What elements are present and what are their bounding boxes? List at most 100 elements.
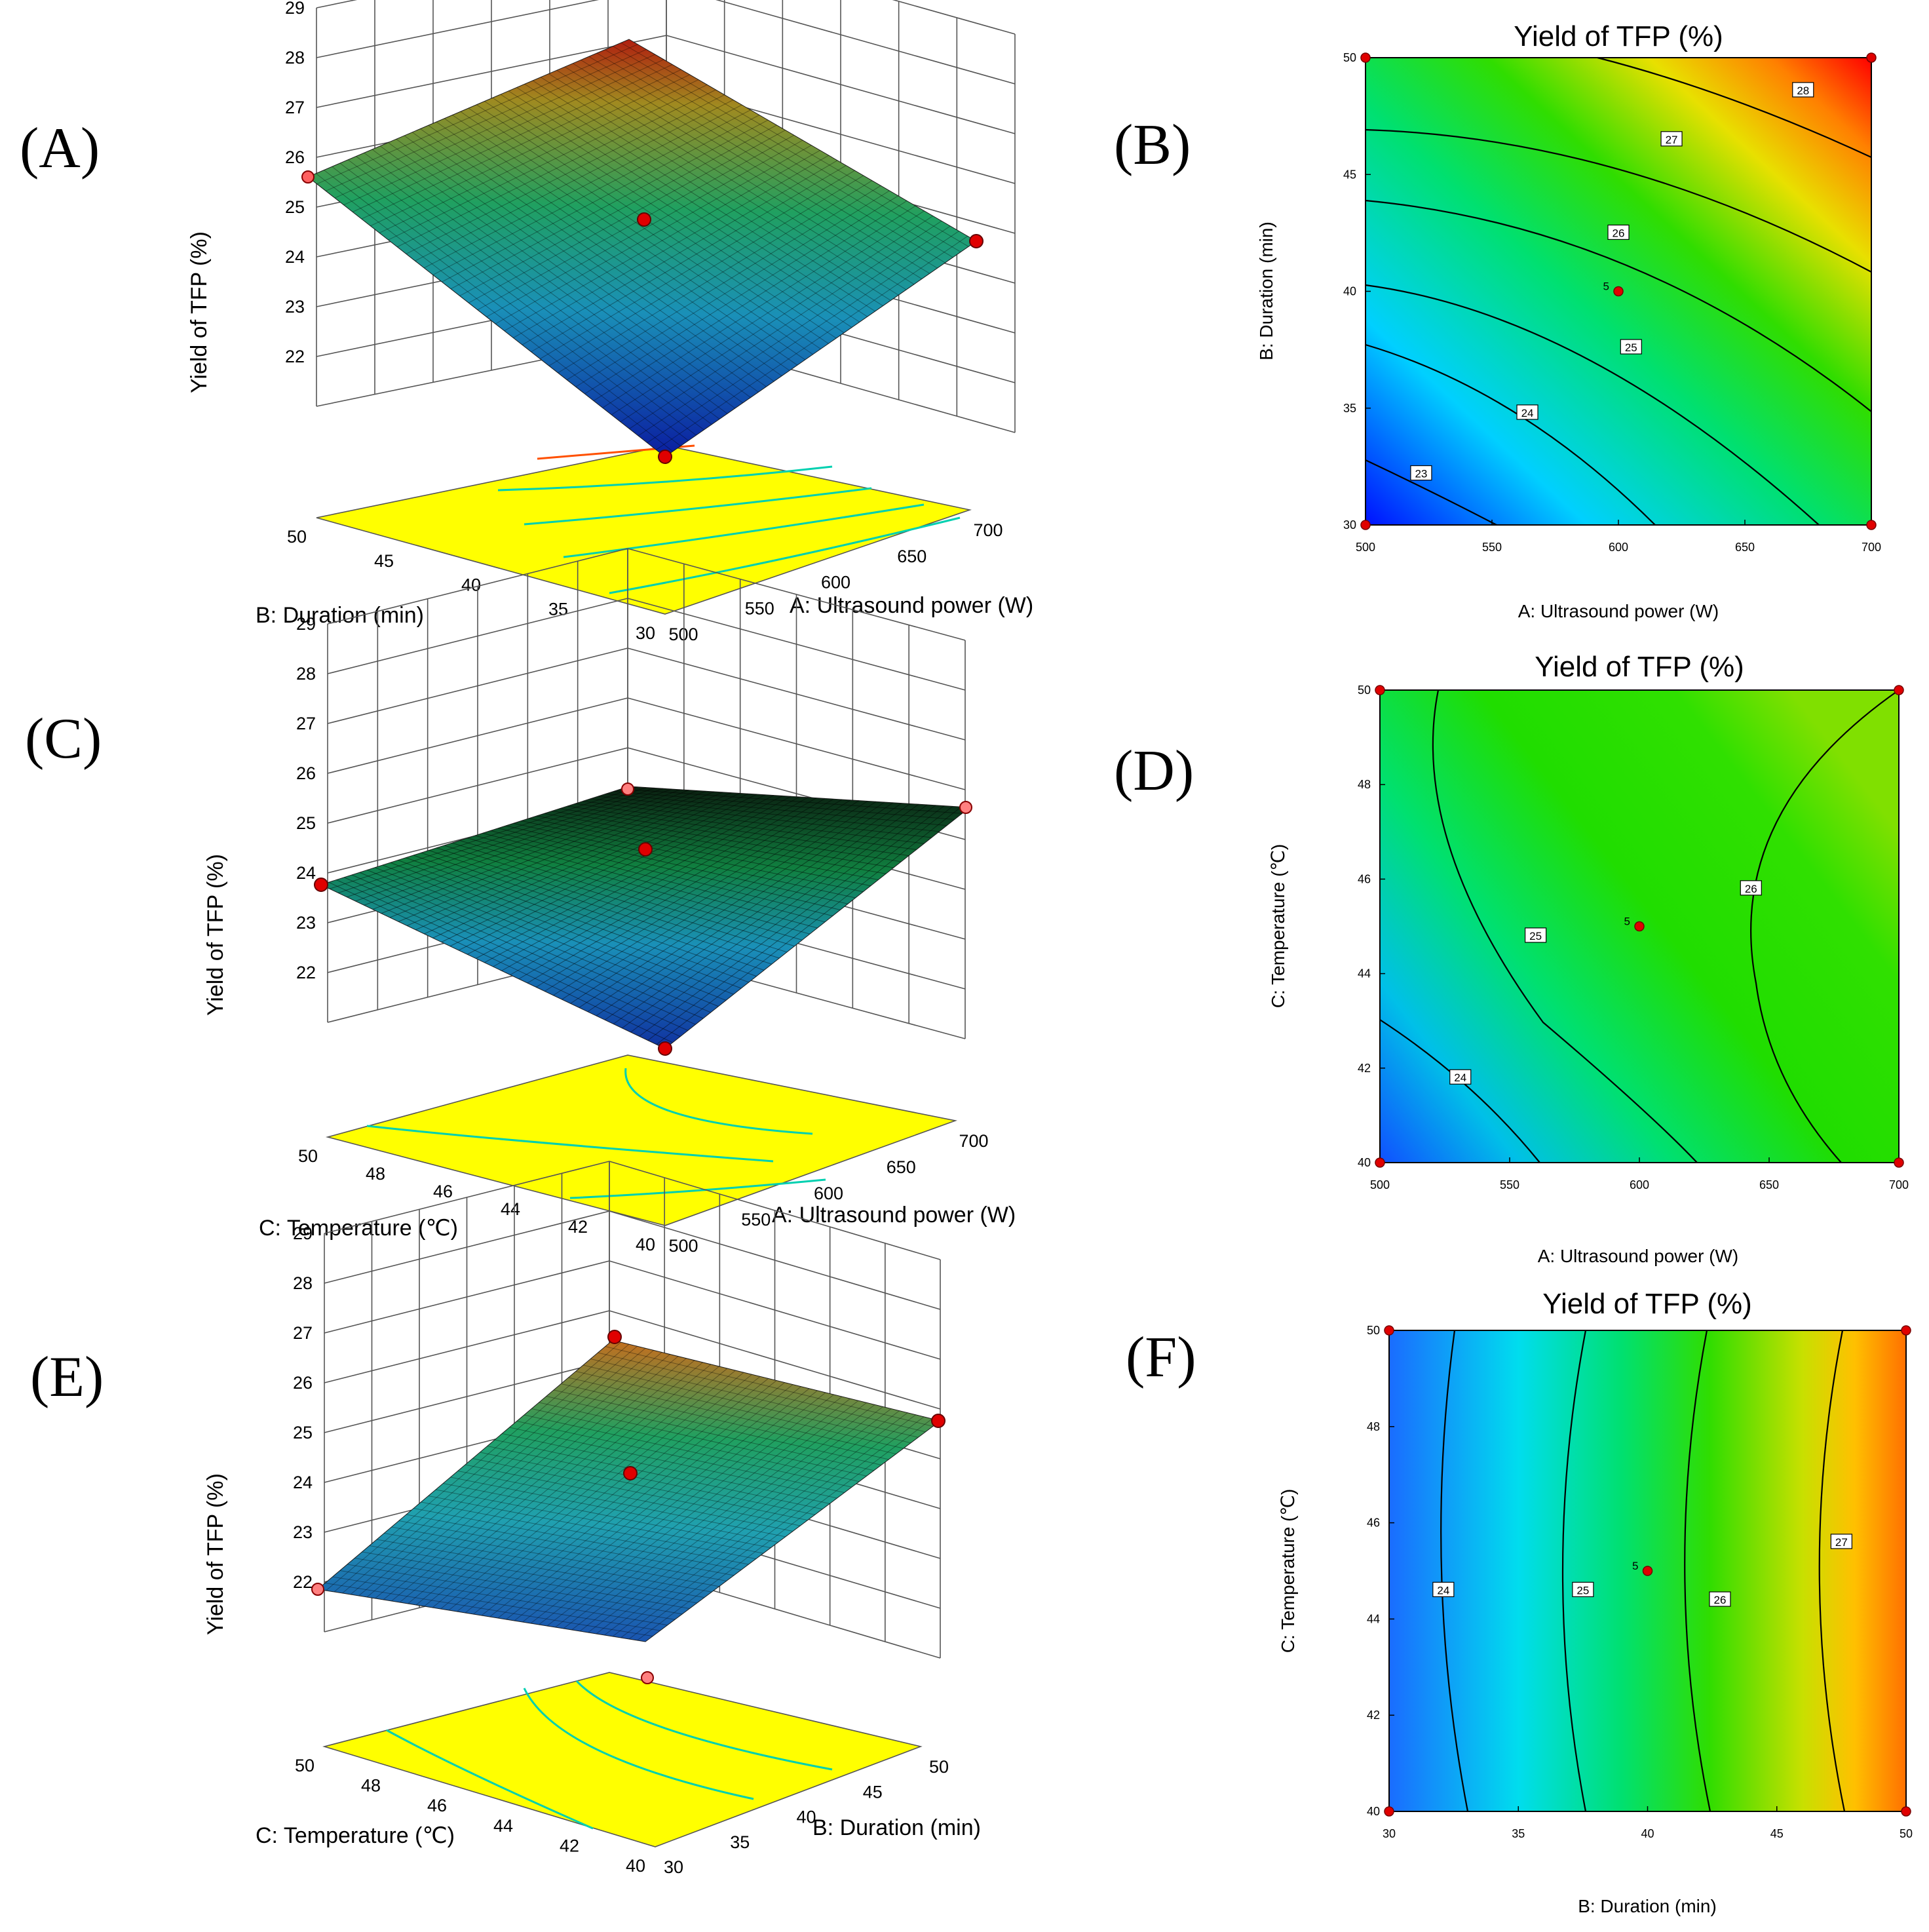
mesh-line — [316, 44, 638, 185]
mesh-line — [474, 835, 818, 929]
mesh-line — [638, 225, 951, 436]
mesh-line — [509, 1427, 837, 1499]
contour-label-box — [1607, 224, 1630, 240]
mesh-line — [532, 80, 883, 307]
mesh-line — [444, 845, 788, 953]
z-tick-label: 22 — [293, 1572, 313, 1592]
design-point — [1866, 520, 1877, 530]
contour-label-box — [1516, 404, 1538, 420]
grid-horizontal-line — [609, 1260, 941, 1360]
contour-label: 26 — [1613, 227, 1625, 239]
y-tick-label: 44 — [1358, 967, 1371, 980]
mesh-line — [413, 855, 757, 977]
x-tick-label: 550 — [741, 1210, 771, 1229]
y-tick-label: 50 — [1343, 51, 1356, 64]
mesh-line — [352, 64, 673, 212]
mesh-line — [524, 83, 875, 312]
mesh-line — [467, 795, 774, 955]
mesh-line — [529, 818, 871, 887]
design-point-c1 — [314, 878, 328, 892]
ylabel-a: B: Duration (min) — [256, 603, 424, 628]
mesh-line — [364, 788, 672, 906]
xlabel-b: A: Ultrasound power (W) — [1518, 601, 1719, 621]
design-point — [1901, 1806, 1911, 1817]
mesh-line — [561, 1383, 889, 1460]
y-tick-label: 46 — [1367, 1517, 1380, 1530]
mesh-line — [510, 798, 817, 975]
mesh-line — [356, 156, 712, 425]
x-tick-label: 700 — [973, 520, 1003, 540]
mesh-line — [391, 1526, 719, 1587]
mesh-line — [656, 235, 968, 450]
y-tick-label: 30 — [1343, 518, 1356, 531]
mesh-line — [548, 73, 899, 296]
title-d: Yield of TFP (%) — [1535, 651, 1744, 683]
mesh-line — [493, 796, 800, 967]
mesh-line — [342, 1345, 638, 1594]
surface-plot-e: Yield of TFP (%) B: Duration (min) C: Te… — [203, 1161, 981, 1877]
mesh-line — [628, 1416, 925, 1640]
z-tick-label: 27 — [293, 1323, 313, 1343]
design-point — [1894, 685, 1904, 695]
zlabel-c: Yield of TFP (%) — [203, 854, 228, 1016]
mesh-line — [605, 793, 947, 826]
mesh-line — [441, 793, 749, 942]
mesh-line — [458, 794, 766, 951]
y-tick-label: 45 — [1343, 168, 1356, 181]
y-tick-label: 42 — [568, 1217, 588, 1237]
design-point — [1866, 52, 1877, 63]
design-point-a3 — [658, 450, 672, 464]
mesh-line — [477, 134, 794, 311]
mesh-line — [362, 1551, 690, 1609]
center-point — [1613, 286, 1624, 297]
grid-horizontal-line — [627, 548, 966, 641]
mesh-line — [366, 1352, 662, 1598]
mesh-line — [375, 867, 719, 1007]
mesh-line — [604, 49, 953, 258]
grid-horizontal-line — [609, 1210, 941, 1310]
mesh-line — [415, 1364, 712, 1606]
design-point — [1384, 1806, 1394, 1817]
mesh-line — [436, 847, 780, 959]
mesh-line — [457, 1471, 786, 1537]
mesh-line — [548, 175, 864, 366]
ylabel-b: B: Duration (min) — [1256, 222, 1276, 360]
mesh-line — [370, 74, 690, 227]
z-tick-label: 27 — [285, 98, 305, 117]
z-tick-label: 24 — [285, 247, 305, 267]
mesh-line — [560, 808, 902, 862]
contour-label-box — [1410, 465, 1432, 481]
mesh-line — [465, 1464, 793, 1532]
design-point — [1894, 1157, 1904, 1168]
z-tick-label: 23 — [293, 1522, 313, 1542]
grid-horizontal-line — [316, 0, 600, 58]
design-point — [1375, 685, 1385, 695]
contour-plot-b: Yield of TFP (%) A: Ultrasound power (W)… — [1256, 20, 1881, 621]
grid-horizontal-line — [892, 0, 1016, 35]
mesh-line — [639, 805, 945, 1037]
mesh-line — [379, 79, 699, 233]
xlabel-f: B: Duration (min) — [1578, 1896, 1717, 1916]
mesh-line — [486, 140, 803, 317]
floor-contour-lines-c — [366, 1068, 826, 1199]
mesh-line — [325, 1583, 653, 1637]
mesh-line — [596, 803, 902, 1016]
mesh-line — [524, 1414, 852, 1488]
mesh-line — [452, 115, 806, 360]
mesh-line — [382, 864, 727, 1001]
mesh-line — [647, 231, 959, 444]
x-tick-label: 600 — [1609, 541, 1628, 554]
mesh-line — [553, 1389, 882, 1465]
design-point — [1384, 1325, 1394, 1336]
mesh-line — [637, 1418, 932, 1641]
mesh-line — [516, 1421, 845, 1494]
mesh-line — [399, 1360, 695, 1603]
z-tick-label: 26 — [285, 147, 305, 167]
y-tick-label: 50 — [298, 1146, 318, 1166]
mesh-line — [328, 881, 673, 1043]
design-point — [1360, 52, 1371, 63]
mesh-line — [442, 115, 759, 282]
grid-horizontal-line — [716, 0, 1016, 85]
mesh-line — [398, 1520, 727, 1581]
mesh-line — [556, 69, 907, 290]
